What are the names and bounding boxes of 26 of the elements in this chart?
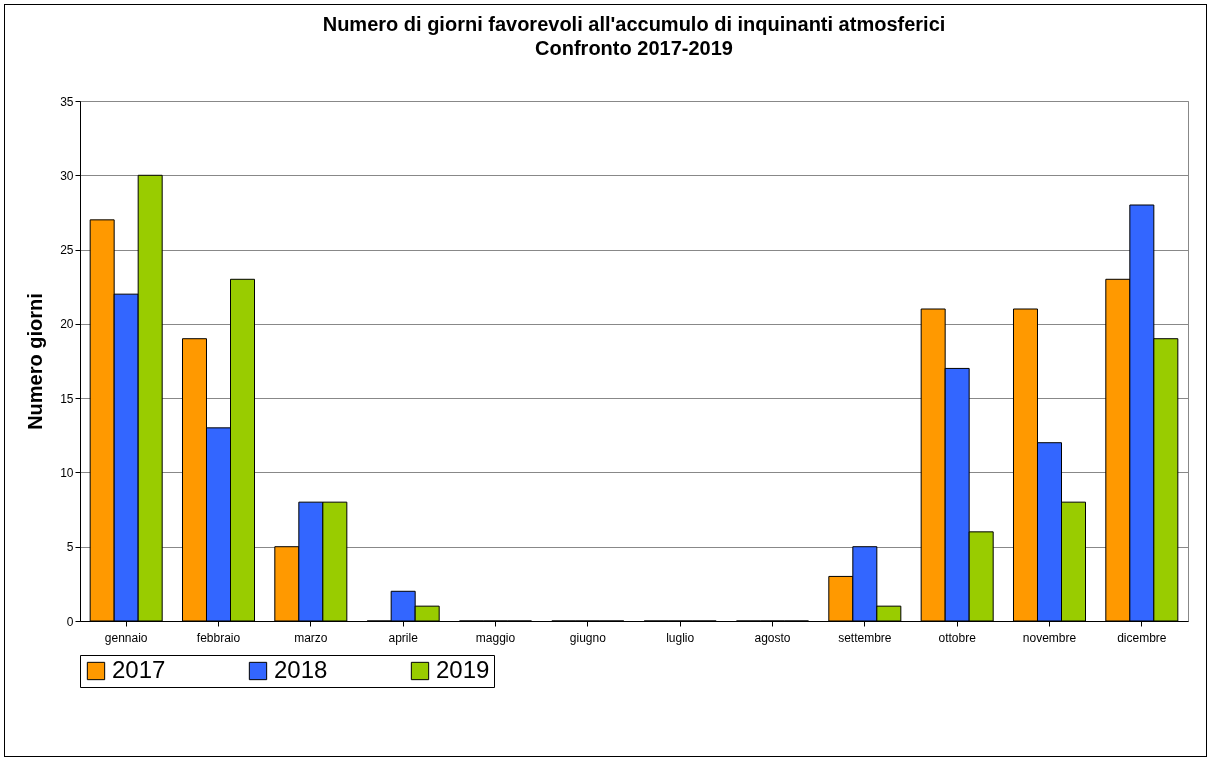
y-tick-label: 35 xyxy=(60,94,74,109)
y-tick-label: 15 xyxy=(60,391,74,406)
x-tick-label: luglio xyxy=(666,630,695,645)
x-tick-label: settembre xyxy=(838,630,892,645)
y-tick-label: 25 xyxy=(60,243,74,258)
y-tick-label: 20 xyxy=(60,317,74,332)
x-tick-label: novembre xyxy=(1022,630,1077,645)
legend-label: 2019 xyxy=(436,656,490,683)
x-tick-label: febbraio xyxy=(196,630,241,645)
x-tick-label: gennaio xyxy=(104,630,148,645)
y-tick-label: 0 xyxy=(66,614,74,629)
x-tick-label: aprile xyxy=(388,630,419,645)
chart-subtitle: Confronto 2017-2019 xyxy=(535,37,733,59)
x-tick-label: dicembre xyxy=(1117,630,1167,645)
y-tick-label: 5 xyxy=(66,540,74,555)
chart-title: Numero di giorni favorevoli all'accumulo di inquinanti atmosferici xyxy=(322,13,946,35)
y-tick-label: 30 xyxy=(60,168,74,183)
x-tick-label: ottobre xyxy=(938,630,977,645)
y-tick-label: 10 xyxy=(60,465,74,480)
y-axis-title: Numero giorni xyxy=(24,293,47,430)
x-tick-label: agosto xyxy=(754,630,791,645)
x-tick-label: marzo xyxy=(294,630,328,645)
x-tick-label: giugno xyxy=(569,630,607,645)
x-tick-label: maggio xyxy=(475,630,516,645)
legend-label: 2018 xyxy=(274,656,328,683)
legend-label: 2017 xyxy=(112,656,166,683)
